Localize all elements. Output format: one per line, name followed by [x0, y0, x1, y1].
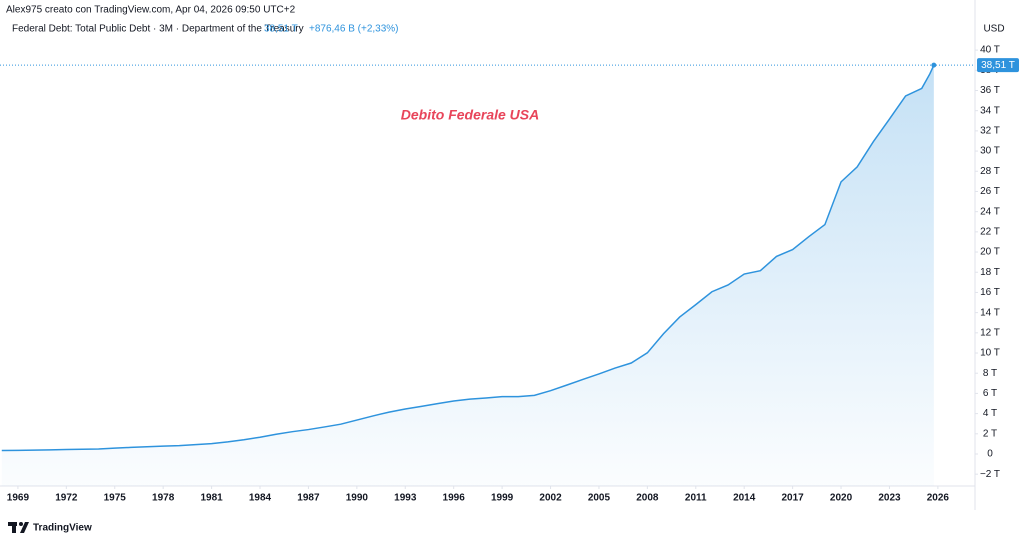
y-tick-label: 26 T [980, 186, 1000, 197]
legend-change: +876,46 B (+2,33%) [309, 24, 399, 35]
y-tick-label: 40 T [980, 45, 1000, 56]
x-tick-label: 1978 [152, 493, 175, 504]
x-tick-label: 2020 [830, 493, 853, 504]
x-tick-label: 2002 [539, 493, 562, 504]
y-tick-label: 22 T [980, 226, 1000, 237]
x-tick-label: 1999 [491, 493, 514, 504]
area-fill [1, 65, 934, 486]
credit: Alex975 creato con TradingView.com, Apr … [6, 5, 296, 16]
last-value-label: 38,51 T [981, 60, 1015, 71]
y-tick-label: −2 T [980, 469, 1000, 480]
x-tick-label: 1969 [7, 493, 30, 504]
x-tick-label: 1975 [104, 493, 127, 504]
last-point [931, 62, 937, 68]
y-tick-label: 4 T [983, 408, 997, 419]
y-tick-label: 14 T [980, 307, 1000, 318]
x-tick-label: 2023 [878, 493, 901, 504]
x-tick-label: 1972 [55, 493, 78, 504]
x-tick-label: 2005 [588, 493, 611, 504]
y-tick-label: 30 T [980, 146, 1000, 157]
legend-value: 38,51 T [264, 24, 298, 35]
y-tick-label: 8 T [983, 368, 997, 379]
brand: TradingView [33, 523, 92, 534]
x-tick-label: 2008 [636, 493, 659, 504]
y-tick-label: 18 T [980, 267, 1000, 278]
x-tick-label: 2011 [685, 493, 707, 504]
y-tick-label: 0 [987, 449, 993, 460]
x-tick-label: 1984 [249, 493, 272, 504]
y-tick-label: 36 T [980, 85, 1000, 96]
x-tick-label: 2014 [733, 493, 756, 504]
x-tick-label: 1996 [443, 493, 466, 504]
x-tick-label: 1981 [200, 493, 223, 504]
annotation: Debito Federale USA [401, 107, 539, 123]
x-tick-label: 1990 [346, 493, 369, 504]
y-tick-label: 24 T [980, 206, 1000, 217]
y-tick-label: 32 T [980, 126, 1000, 137]
brand-logo: TradingView [8, 522, 92, 534]
y-tick-label: 6 T [983, 388, 997, 399]
debt-line [1, 64, 935, 452]
y-tick-label: 16 T [980, 287, 1000, 298]
last-value-badge [977, 58, 1019, 73]
currency: USD [983, 24, 1004, 35]
y-tick-label: 12 T [980, 327, 1000, 338]
x-tick-label: 2026 [927, 493, 950, 504]
y-tick-label: 10 T [980, 348, 1000, 359]
y-tick-label: 28 T [980, 166, 1000, 177]
x-tick-label: 1993 [394, 493, 417, 504]
y-tick-label: 2 T [983, 428, 997, 439]
legend-title: Federal Debt: Total Public Debt · 3M · D… [12, 24, 304, 35]
x-tick-label: 2017 [781, 493, 804, 504]
y-tick-label: 20 T [980, 247, 1000, 258]
y-tick-label: 34 T [980, 105, 1000, 116]
x-tick-label: 1987 [297, 493, 320, 504]
